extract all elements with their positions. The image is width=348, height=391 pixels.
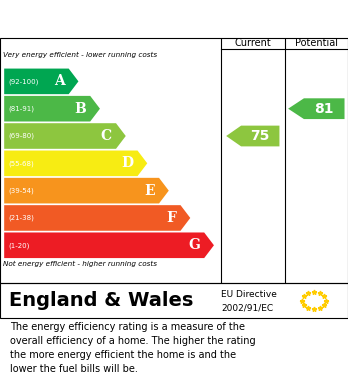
Text: England & Wales: England & Wales <box>9 291 193 310</box>
Text: EU Directive: EU Directive <box>221 290 277 299</box>
Text: Not energy efficient - higher running costs: Not energy efficient - higher running co… <box>3 261 158 267</box>
Text: (92-100): (92-100) <box>8 78 39 84</box>
Polygon shape <box>4 205 190 231</box>
Polygon shape <box>4 123 126 149</box>
Text: (69-80): (69-80) <box>8 133 34 139</box>
Polygon shape <box>4 178 169 203</box>
Text: 2002/91/EC: 2002/91/EC <box>221 303 273 312</box>
Text: F: F <box>166 211 176 225</box>
Text: Current: Current <box>235 38 271 48</box>
Polygon shape <box>226 126 279 146</box>
Text: (39-54): (39-54) <box>8 187 34 194</box>
Polygon shape <box>4 68 78 94</box>
Text: 75: 75 <box>251 129 270 143</box>
Text: Very energy efficient - lower running costs: Very energy efficient - lower running co… <box>3 51 158 57</box>
Text: A: A <box>54 74 64 88</box>
Text: B: B <box>74 102 86 116</box>
Text: E: E <box>144 184 155 197</box>
Text: G: G <box>188 238 200 252</box>
Polygon shape <box>288 98 345 119</box>
Text: 81: 81 <box>315 102 334 116</box>
Text: Potential: Potential <box>295 38 338 48</box>
Polygon shape <box>4 151 147 176</box>
Text: (21-38): (21-38) <box>8 215 34 221</box>
Text: (55-68): (55-68) <box>8 160 34 167</box>
Text: D: D <box>121 156 133 170</box>
Text: The energy efficiency rating is a measure of the
overall efficiency of a home. T: The energy efficiency rating is a measur… <box>10 322 256 374</box>
Text: Energy Efficiency Rating: Energy Efficiency Rating <box>10 11 232 27</box>
Polygon shape <box>4 233 214 258</box>
Text: (1-20): (1-20) <box>8 242 30 249</box>
Text: C: C <box>101 129 112 143</box>
Polygon shape <box>4 96 100 122</box>
Text: (81-91): (81-91) <box>8 106 34 112</box>
